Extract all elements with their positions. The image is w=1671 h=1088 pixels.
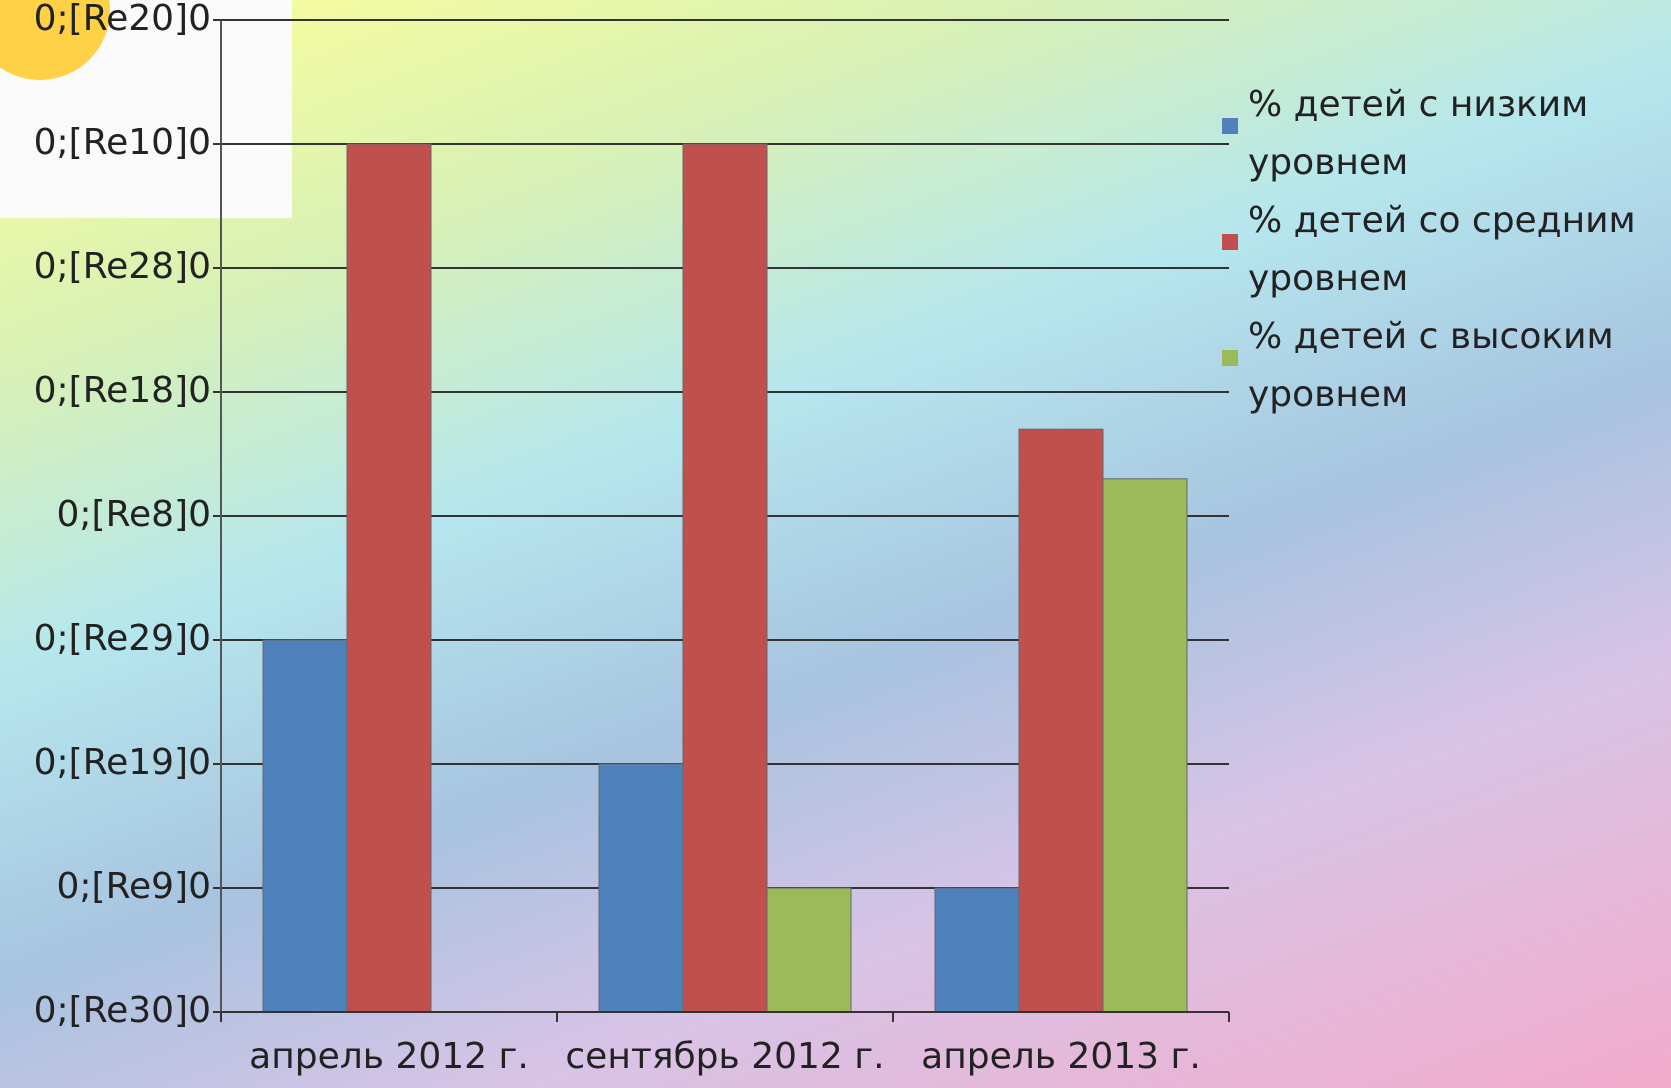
legend-label: % детей с низким уровнем	[1248, 84, 1589, 183]
bar	[262, 639, 348, 1013]
x-tick-label: апрель 2013 г.	[921, 1036, 1201, 1077]
y-tick-label: 0;[Re18]0	[34, 370, 211, 411]
legend-swatch	[1222, 118, 1238, 134]
legend-entry: % детей с низким уровнем	[1222, 76, 1662, 192]
legend-label: % детей со средним уровнем	[1248, 200, 1636, 299]
legend-swatch	[1222, 350, 1238, 366]
legend-entry: % детей с высоким уровнем	[1222, 308, 1662, 424]
x-tick-label: апрель 2012 г.	[249, 1036, 529, 1077]
legend: % детей с низким уровнем % детей со средн…	[1222, 76, 1662, 424]
y-tick-label: 0;[Re30]0	[34, 990, 211, 1031]
bar	[766, 887, 852, 1013]
legend-label: % детей с высоким уровнем	[1248, 316, 1614, 415]
bar	[346, 143, 432, 1013]
y-tick-label: 0;[Re19]0	[34, 742, 211, 783]
y-tick-label: 0;[Re20]0	[34, 0, 211, 39]
legend-entry: % детей со средним уровнем	[1222, 192, 1662, 308]
sun	[0, 0, 110, 80]
y-tick-label: 0;[Re10]0	[34, 122, 211, 163]
legend-swatch	[1222, 234, 1238, 250]
y-tick-label: 0;[Re29]0	[34, 618, 211, 659]
bar	[934, 887, 1020, 1013]
bar	[1102, 478, 1188, 1013]
bar	[682, 143, 768, 1013]
bar	[1018, 428, 1104, 1013]
bar	[598, 763, 684, 1013]
y-tick-label: 0;[Re9]0	[57, 866, 211, 907]
y-tick-label: 0;[Re8]0	[57, 494, 211, 535]
x-tick-label: сентябрь 2012 г.	[565, 1036, 884, 1077]
y-tick-label: 0;[Re28]0	[34, 246, 211, 287]
